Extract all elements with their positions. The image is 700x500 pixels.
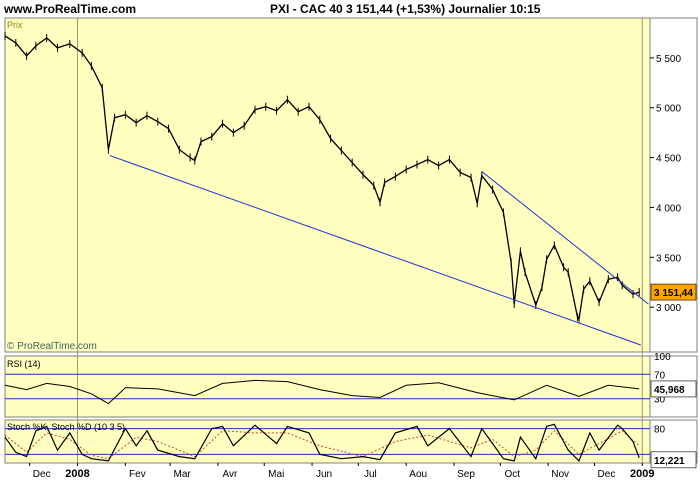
x-axis-tick-label: Dec — [598, 469, 616, 480]
trendline — [109, 155, 641, 346]
x-axis-tick-label: Avr — [223, 469, 238, 480]
chart-header-title: PXI - CAC 40 3 151,44 (+1,53%) Journalie… — [270, 2, 541, 16]
rsi-last-value-box — [650, 380, 697, 398]
stoch-title: Stoch %K, Stoch %D (10 3 5) — [7, 422, 125, 432]
rsi-y-tick-label: 30 — [654, 395, 666, 406]
price-y-tick-label: 3 000 — [656, 303, 681, 314]
price-y-tick-label: 5 500 — [656, 54, 681, 65]
price-y-tick-label: 5 000 — [656, 104, 681, 115]
x-axis-tick-label: 2008 — [65, 468, 89, 480]
site-name: www.ProRealTime.com — [4, 2, 137, 16]
trendline — [481, 171, 649, 305]
rsi-panel — [4, 355, 651, 418]
stoch-k-line — [4, 423, 640, 462]
x-axis-tick-label: Oct — [505, 469, 521, 480]
price-y-tick-label: 3 500 — [656, 253, 681, 264]
x-axis-tick-label: 2009 — [630, 468, 654, 480]
rsi-y-tick-label: 100 — [654, 352, 671, 363]
rsi-title: RSI (14) — [7, 359, 41, 369]
x-axis-tick-label: Mar — [173, 469, 191, 480]
price-panel — [4, 17, 651, 353]
price-panel-label: Prix — [7, 20, 23, 30]
x-axis-tick-label: Aou — [409, 469, 427, 480]
x-axis-tick-label: Mai — [268, 469, 284, 480]
rsi-y-tick-label: 70 — [654, 370, 666, 381]
price-y-tick-label: 4 000 — [656, 203, 681, 214]
rsi-line — [4, 379, 640, 405]
stoch-d-line — [4, 430, 640, 460]
stoch-last-value: 12,221 — [654, 456, 685, 467]
last-price-label: 3 151,44 — [654, 288, 693, 299]
stoch-last-value-box — [650, 451, 697, 469]
rsi-last-value: 45,968 — [654, 385, 685, 396]
price-panel-axis — [649, 17, 698, 353]
x-axis-tick-label: Sep — [457, 469, 475, 480]
last-price-label-box — [650, 283, 697, 301]
x-axis-tick-label: Fev — [129, 469, 146, 480]
watermark: © ProRealTime.com — [7, 341, 97, 352]
price-y-tick-label: 4 500 — [656, 154, 681, 165]
x-axis-tick-label: Nov — [551, 469, 569, 480]
stoch-y-tick-label: 80 — [654, 425, 666, 436]
x-axis-tick-label: Jun — [316, 469, 332, 480]
x-axis-tick-label: Dec — [33, 469, 51, 480]
x-axis-tick-label: Jul — [364, 469, 377, 480]
